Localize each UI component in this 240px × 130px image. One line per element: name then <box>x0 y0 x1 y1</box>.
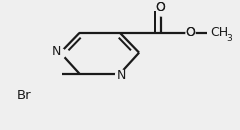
Text: O: O <box>156 1 166 14</box>
Text: 3: 3 <box>226 34 232 43</box>
Text: N: N <box>116 69 126 82</box>
Text: O: O <box>186 26 195 39</box>
Text: N: N <box>52 45 61 58</box>
Text: CH: CH <box>210 26 228 39</box>
Text: O: O <box>156 1 166 14</box>
Text: O: O <box>186 26 195 39</box>
Text: Br: Br <box>17 89 32 102</box>
